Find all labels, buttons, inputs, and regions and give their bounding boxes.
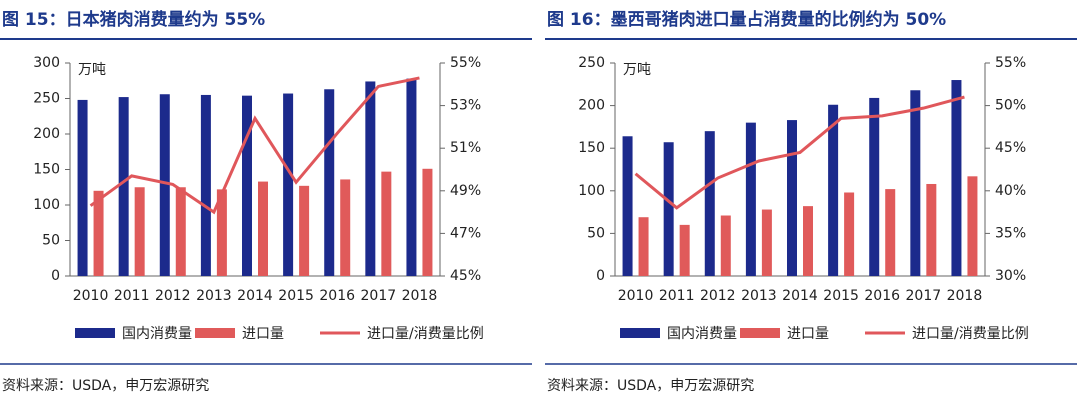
x-tick-label: 2015 — [278, 288, 314, 304]
bar — [118, 97, 129, 276]
bar — [381, 171, 392, 276]
legend-swatch — [195, 328, 235, 338]
bar — [679, 224, 690, 276]
x-tick-label: 2014 — [782, 288, 818, 304]
y2-tick-label: 51% — [450, 140, 481, 156]
bar — [967, 176, 978, 276]
bar — [406, 78, 417, 277]
x-tick-label: 2017 — [361, 288, 397, 304]
y-tick-label: 50 — [42, 233, 60, 249]
y-tick-label: 150 — [578, 140, 605, 156]
y-tick-label: 0 — [51, 268, 60, 284]
x-tick-label: 2017 — [906, 288, 942, 304]
bar — [663, 142, 674, 276]
bar — [200, 94, 211, 276]
legend-label: 进口量/消费量比例 — [912, 326, 1029, 342]
bar — [951, 80, 962, 276]
y-tick-label: 250 — [578, 55, 605, 71]
y-tick-label: 250 — [33, 91, 60, 107]
legend-swatch — [620, 328, 660, 338]
bar — [340, 179, 351, 276]
y2-tick-label: 50% — [995, 98, 1026, 114]
y-tick-label: 100 — [33, 197, 60, 213]
bar — [910, 90, 921, 276]
legend-label: 国内消费量 — [122, 326, 192, 342]
bar — [844, 192, 855, 276]
bar — [365, 81, 376, 277]
bar — [93, 190, 104, 276]
x-tick-label: 2011 — [114, 288, 150, 304]
bar — [787, 120, 797, 276]
bar — [885, 189, 896, 276]
legend-label: 进口量/消费量比例 — [367, 326, 484, 342]
y2-tick-label: 47% — [450, 225, 481, 241]
x-tick-label: 2013 — [741, 288, 777, 304]
line-series — [89, 76, 420, 215]
chart-title: 图 16：墨西哥猪肉进口量占消费量的比例约为 50% — [547, 9, 946, 30]
y2-tick-label: 53% — [450, 98, 481, 114]
bar — [704, 131, 715, 276]
y-tick-label: 50 — [587, 225, 605, 241]
y-tick-label: 150 — [33, 162, 60, 178]
bar — [638, 217, 649, 276]
y2-tick-label: 45% — [450, 268, 481, 284]
y-tick-label: 300 — [33, 55, 60, 71]
x-tick-label: 2018 — [402, 288, 438, 304]
x-tick-label: 2016 — [319, 288, 355, 304]
legend-label: 进口量 — [787, 326, 829, 342]
x-tick-label: 2018 — [947, 288, 983, 304]
y-unit: 万吨 — [623, 62, 651, 78]
line-series — [634, 95, 965, 210]
bar — [720, 215, 731, 276]
y2-tick-label: 40% — [995, 183, 1026, 199]
bar — [422, 168, 433, 276]
chart-title: 图 15：日本猪肉消费量约为 55% — [2, 9, 265, 30]
y-unit: 万吨 — [78, 62, 106, 78]
bar — [761, 209, 772, 276]
source: 资料来源：USDA，申万宏源研究 — [547, 378, 754, 394]
legend-label: 进口量 — [242, 326, 284, 342]
x-tick-label: 2012 — [155, 288, 191, 304]
x-tick-label: 2013 — [196, 288, 232, 304]
x-tick-label: 2014 — [237, 288, 273, 304]
x-tick-label: 2012 — [700, 288, 736, 304]
y-tick-label: 200 — [33, 126, 60, 142]
y-tick-label: 200 — [578, 98, 605, 114]
bar — [324, 89, 335, 277]
y-tick-label: 100 — [578, 183, 605, 199]
y2-tick-label: 35% — [995, 225, 1026, 241]
x-tick-label: 2010 — [73, 288, 109, 304]
bar — [216, 189, 227, 276]
bar — [159, 94, 170, 277]
bar — [622, 136, 633, 276]
bar — [828, 104, 839, 276]
bar — [77, 99, 88, 276]
bar — [745, 122, 756, 276]
legend-swatch — [740, 328, 780, 338]
bar — [299, 185, 310, 276]
legend-swatch — [75, 328, 115, 338]
bar — [175, 187, 186, 276]
legend-label: 国内消费量 — [667, 326, 737, 342]
x-tick-label: 2011 — [659, 288, 695, 304]
x-tick-label: 2015 — [823, 288, 859, 304]
x-tick-label: 2010 — [618, 288, 654, 304]
y2-tick-label: 30% — [995, 268, 1026, 284]
bar — [258, 181, 268, 276]
bar — [283, 93, 294, 276]
bar — [803, 206, 813, 276]
y2-tick-label: 55% — [450, 55, 481, 71]
y2-tick-label: 49% — [450, 183, 481, 199]
bar — [134, 187, 145, 276]
bar — [926, 183, 937, 276]
bar — [242, 95, 252, 276]
bar — [869, 97, 880, 276]
x-tick-label: 2016 — [864, 288, 900, 304]
source: 资料来源：USDA，申万宏源研究 — [2, 378, 209, 394]
y2-tick-label: 45% — [995, 140, 1026, 156]
y-tick-label: 0 — [596, 268, 605, 284]
y2-tick-label: 55% — [995, 55, 1026, 71]
